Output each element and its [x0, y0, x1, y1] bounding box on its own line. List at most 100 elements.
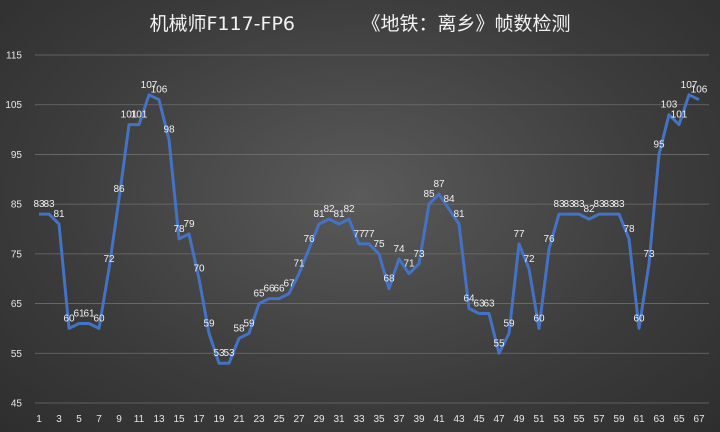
x-tick-label: 17 [193, 414, 205, 425]
data-label: 83 [553, 199, 565, 210]
x-tick-label: 11 [134, 414, 145, 425]
data-label: 60 [93, 313, 105, 324]
x-tick-label: 51 [533, 414, 545, 425]
x-tick-label: 57 [593, 414, 605, 425]
data-label: 59 [203, 318, 215, 329]
x-axis-ticks: 1 3 5 7 9 11 13 15 17 19 21 23 25 27 29 31 33 35 37 39 41 43 4… [36, 414, 705, 425]
data-label: 73 [643, 249, 655, 260]
x-tick-label: 35 [373, 414, 385, 425]
data-label: 59 [243, 318, 255, 329]
data-label: 63 [483, 299, 495, 310]
data-label: 103 [661, 100, 678, 111]
x-tick-label: 15 [173, 414, 185, 425]
x-tick-label: 55 [573, 414, 585, 425]
data-label: 53 [223, 348, 235, 359]
x-tick-label: 37 [393, 414, 405, 425]
x-tick-label: 21 [233, 414, 245, 425]
data-label: 83 [563, 199, 575, 210]
data-label: 77 [513, 229, 525, 240]
data-label: 101 [121, 110, 138, 121]
data-label: 95 [653, 139, 665, 150]
x-tick-label: 53 [553, 414, 565, 425]
data-label: 81 [313, 209, 325, 220]
x-tick-label: 47 [493, 414, 505, 425]
data-label: 60 [533, 313, 545, 324]
data-label: 58 [233, 323, 245, 334]
x-tick-label: 25 [273, 414, 285, 425]
data-label: 82 [323, 204, 335, 215]
y-tick-label: 55 [11, 349, 23, 360]
data-label: 60 [633, 313, 645, 324]
data-label: 79 [183, 219, 195, 230]
y-tick-label: 115 [6, 51, 22, 62]
chart-title: 机械师F117-FP6 《地铁：离乡》帧数检测 [149, 13, 570, 35]
data-label: 61 [83, 308, 95, 319]
y-tick-label: 95 [11, 150, 23, 161]
data-label: 82 [343, 204, 355, 215]
data-label: 84 [443, 194, 455, 205]
data-label: 76 [543, 234, 555, 245]
x-tick-label: 39 [413, 414, 425, 425]
x-tick-label: 7 [96, 414, 102, 425]
x-tick-label: 13 [153, 414, 165, 425]
data-label: 83 [33, 199, 45, 210]
x-tick-label: 5 [76, 414, 82, 425]
data-label: 101 [131, 110, 148, 121]
x-tick-label: 67 [693, 414, 705, 425]
data-label: 101 [671, 110, 688, 121]
data-label: 53 [213, 348, 225, 359]
data-label: 106 [691, 85, 708, 96]
x-tick-label: 49 [513, 414, 525, 425]
data-label: 68 [383, 274, 395, 285]
gridlines [35, 54, 709, 404]
x-tick-label: 33 [353, 414, 365, 425]
data-label: 106 [151, 85, 168, 96]
data-label: 75 [373, 239, 385, 250]
data-label: 71 [293, 259, 305, 270]
data-label: 71 [403, 259, 415, 270]
x-tick-label: 23 [253, 414, 265, 425]
y-tick-label: 75 [11, 249, 23, 260]
data-label: 60 [63, 313, 75, 324]
data-label: 66 [263, 284, 275, 295]
data-label: 81 [53, 209, 65, 220]
y-tick-label: 105 [5, 100, 22, 111]
data-label: 73 [413, 249, 425, 260]
data-label: 72 [103, 254, 115, 265]
x-tick-label: 43 [453, 414, 465, 425]
data-label: 64 [463, 294, 475, 305]
data-label: 87 [433, 179, 445, 190]
data-labels: 8383816061616072861011011071069878797059… [33, 80, 707, 359]
x-tick-label: 65 [673, 414, 685, 425]
series-line-0 [39, 93, 700, 365]
data-label: 70 [193, 264, 205, 275]
data-label: 82 [583, 204, 595, 215]
data-label: 81 [453, 209, 465, 220]
data-label: 63 [473, 299, 485, 310]
data-label: 83 [613, 199, 625, 210]
y-tick-label: 65 [11, 299, 23, 310]
data-label: 61 [73, 308, 85, 319]
data-label: 83 [603, 199, 615, 210]
data-label: 83 [593, 199, 605, 210]
y-axis-ticks: 45 55 65 75 85 95 105 115 [5, 51, 22, 410]
x-tick-label: 29 [313, 414, 325, 425]
x-tick-label: 27 [293, 414, 305, 425]
x-tick-label: 63 [653, 414, 665, 425]
data-label: 107 [681, 80, 698, 91]
data-label: 77 [363, 229, 375, 240]
series-layer [39, 93, 700, 365]
data-label: 98 [163, 125, 175, 136]
data-label: 59 [503, 318, 515, 329]
data-label: 78 [173, 224, 185, 235]
data-label: 67 [283, 279, 295, 290]
data-label: 55 [493, 338, 505, 349]
data-label: 86 [113, 184, 125, 195]
x-tick-label: 9 [116, 414, 122, 425]
x-tick-label: 41 [433, 414, 445, 425]
x-tick-label: 61 [633, 414, 645, 425]
data-label: 78 [623, 224, 635, 235]
x-tick-label: 19 [213, 414, 225, 425]
data-label: 76 [303, 234, 315, 245]
